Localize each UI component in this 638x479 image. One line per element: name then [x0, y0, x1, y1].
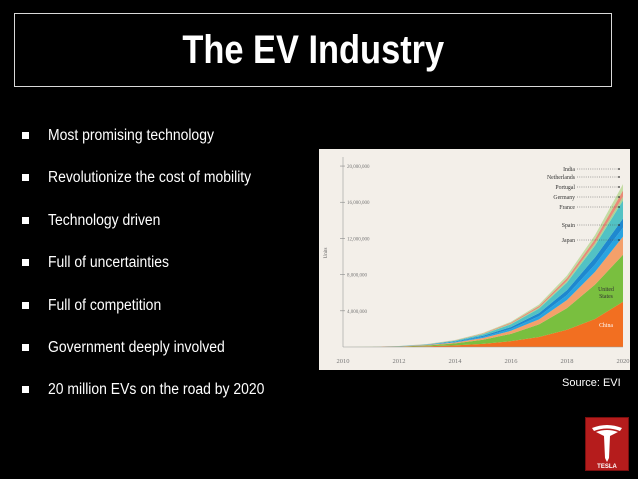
square-bullet-icon [22, 132, 29, 139]
bullet-text: Government deeply involved [48, 338, 225, 356]
square-bullet-icon [22, 301, 29, 309]
x-tick-label: 2014 [449, 358, 463, 365]
series-label: France [559, 205, 575, 211]
square-bullet-icon [22, 386, 29, 394]
series-label: Japan [562, 238, 575, 244]
series-label: Spain [562, 223, 575, 229]
series-label: Netherlands [547, 175, 576, 181]
leader-dot [618, 224, 620, 226]
x-tick-label: 2018 [561, 358, 574, 365]
bullet-text: Full of competition [48, 296, 162, 314]
leader-dot [618, 196, 620, 198]
y-tick-label: 8,000,000 [347, 274, 368, 279]
series-label: Germany [553, 195, 575, 201]
series-label: India [563, 167, 575, 173]
leader-dot [618, 239, 620, 241]
logo-text: TESLA [597, 464, 617, 470]
square-bullet-icon [22, 259, 29, 267]
x-tick-label: 2020 [617, 358, 630, 365]
bullet-text: Technology driven [48, 211, 161, 229]
y-axis-label: Units [324, 248, 329, 259]
leader-dot [618, 176, 620, 178]
bullet-text: Revolutionize the cost of mobility [48, 169, 252, 187]
series-label: Portugal [555, 185, 575, 191]
series-label: United [598, 287, 614, 293]
leader-dot [618, 168, 620, 170]
x-tick-label: 2012 [393, 358, 406, 365]
source-note: Source: EVI [562, 377, 621, 389]
ev-chart: 4,000,000 8,000,000 12,000,000 16,000,000 20… [319, 149, 630, 370]
stacked-area-chart: 4,000,000 8,000,000 12,000,000 16,000,000 20… [324, 157, 630, 365]
bullet-text: Most promising technology [48, 127, 214, 144]
bullet-text: Full of uncertainties [48, 254, 169, 272]
leader-dot [618, 186, 620, 188]
y-tick-label: 12,000,000 [347, 237, 370, 242]
title-box: The EV Industry [14, 13, 612, 87]
leader-dot [618, 206, 620, 208]
area-china [343, 301, 623, 347]
area-united-states [343, 254, 623, 347]
series-label: China [599, 323, 613, 329]
slide-title: The EV Industry [182, 27, 444, 72]
tesla-logo: TESLA [585, 417, 629, 471]
square-bullet-icon [22, 343, 29, 351]
square-bullet-icon [22, 174, 29, 182]
y-tick-label: 20,000,000 [347, 165, 370, 170]
y-tick-label: 16,000,000 [347, 201, 370, 206]
tesla-t-icon: TESLA [592, 425, 622, 470]
series-label: States [599, 294, 614, 300]
x-tick-label: 2016 [505, 358, 519, 365]
x-tick-label: 2010 [337, 358, 350, 365]
bullet-text: 20 million EVs on the road by 2020 [48, 381, 265, 399]
square-bullet-icon [22, 216, 29, 224]
y-tick-label: 4,000,000 [347, 310, 368, 315]
